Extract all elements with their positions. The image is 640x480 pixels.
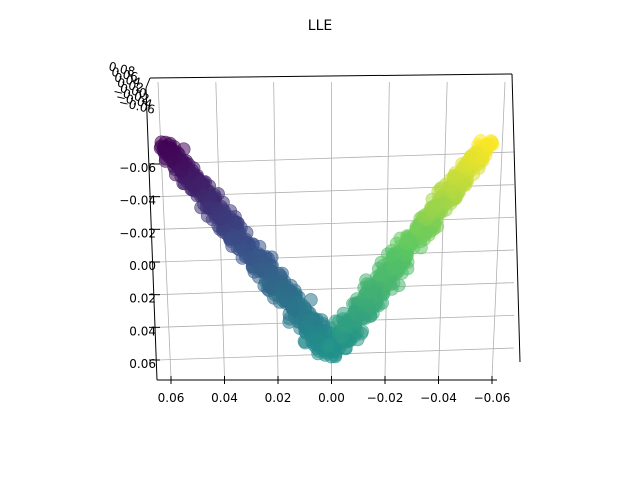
x-tick-label: 0.00: [318, 391, 345, 405]
scatter-point: [320, 339, 335, 353]
scatter-point: [359, 273, 373, 288]
x-tick-label: 0.04: [211, 391, 238, 405]
x-grid-line: [273, 81, 279, 379]
z-tick-label: 0.08: [107, 59, 136, 79]
x-tick-label: −0.02: [367, 391, 404, 405]
scatter-point: [361, 298, 375, 313]
z-tick-label: 0.04: [113, 70, 142, 90]
scatter-point: [229, 230, 244, 245]
scatter-point: [302, 312, 317, 327]
tick-labels: 0.06 0.04 0.02 0.00 −0.02 −0.04 −0.06−0.06−0.0…: [107, 59, 510, 405]
z-tick-label: 0.06: [110, 65, 139, 85]
y-axis-line: [145, 87, 158, 381]
scatter-point: [334, 329, 349, 344]
scatter-point: [372, 268, 387, 282]
pane-right-edge: [511, 73, 521, 363]
pane-top-edge: [149, 73, 513, 79]
axes-frame: [145, 73, 521, 384]
scatter-point: [284, 278, 298, 293]
scatter-point: [282, 315, 297, 329]
y-tick-label: 0.02: [129, 292, 156, 306]
scatter-point: [391, 278, 406, 293]
scatter-point: [222, 210, 236, 224]
x-tick-label: −0.04: [420, 391, 457, 405]
x-grid-line: [491, 81, 506, 379]
scatter-point: [348, 304, 362, 319]
scatter-point: [485, 137, 500, 151]
y-tick-label: −0.06: [119, 161, 156, 175]
x-tick-label: 0.02: [265, 391, 292, 405]
scatter-point: [260, 282, 275, 296]
y-grid-line: [157, 151, 515, 165]
scatter-point: [336, 312, 350, 326]
z-tick-label: 0.00: [119, 81, 148, 101]
scatter-point: [276, 287, 290, 302]
scatter-point: [456, 178, 471, 192]
scatter-point: [194, 175, 208, 189]
scatter-point: [423, 207, 437, 221]
scatter-point: [390, 260, 405, 274]
x-tick-label: −0.06: [474, 391, 511, 405]
x-grid-line: [384, 81, 390, 379]
x-grid-line: [157, 81, 172, 379]
scatter-point: [409, 222, 424, 236]
scatter-points: [153, 134, 500, 364]
scatter-point: [304, 329, 319, 344]
scatter-point: [240, 237, 255, 252]
y-grid-line: [157, 282, 515, 296]
x-tick-label: 0.06: [158, 391, 185, 405]
y-tick-label: 0.04: [129, 324, 156, 338]
scatter-point: [243, 252, 258, 266]
chart-title: LLE: [308, 18, 332, 34]
z-tick-label: 0.02: [116, 76, 145, 96]
scatter-point: [258, 260, 273, 275]
y-tick-label: 0.06: [129, 357, 156, 371]
scatter-point: [264, 250, 279, 265]
y-tick-label: −0.04: [119, 194, 156, 208]
scatter-point: [475, 151, 490, 165]
y-tick-label: 0.00: [129, 259, 156, 273]
scatter-point: [445, 185, 460, 199]
scatter-point: [328, 348, 343, 362]
scatter-point: [381, 247, 395, 261]
scatter-point: [399, 236, 414, 251]
pane-left-edge: [145, 77, 151, 89]
scatter-point: [201, 200, 216, 215]
y-tick-label: −0.02: [119, 226, 156, 240]
scatter-point: [297, 300, 312, 315]
scatter-point: [174, 164, 189, 178]
scatter-point: [164, 145, 178, 160]
y-grid-line: [157, 249, 515, 263]
scatter-point: [368, 285, 382, 300]
